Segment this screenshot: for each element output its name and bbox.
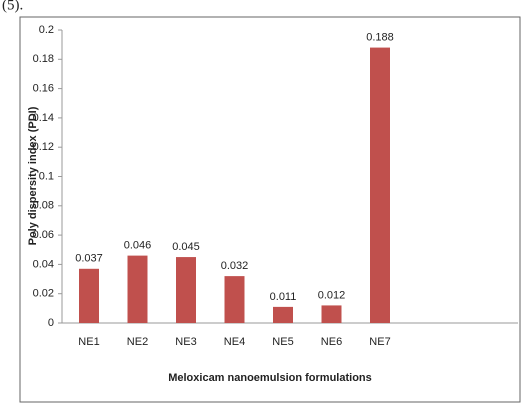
data-label: 0.012: [318, 289, 346, 301]
y-tick-label: 0.16: [33, 83, 54, 95]
x-tick-label: NE4: [224, 336, 245, 348]
bar: [321, 305, 342, 323]
y-tick-label: 0.06: [33, 229, 54, 241]
y-axis-label: Poly dispersity index (PDI): [27, 106, 39, 245]
data-label: 0.045: [172, 241, 200, 253]
bar: [370, 47, 390, 323]
annotation: (5).: [2, 0, 23, 13]
data-label: 0.037: [75, 253, 103, 265]
x-tick-label: NE7: [369, 336, 390, 348]
x-tick-label: NE1: [78, 336, 99, 348]
bar: [127, 255, 148, 323]
y-tick-label: 0.04: [33, 258, 54, 270]
data-label: 0.032: [221, 260, 249, 272]
data-label: 0.011: [270, 291, 297, 303]
x-tick-label: NE6: [321, 336, 342, 348]
x-tick-label: NE5: [272, 336, 293, 348]
x-tick-label: NE3: [175, 336, 196, 348]
y-tick-label: 0: [48, 317, 54, 329]
y-tick-label: 0.14: [33, 112, 54, 124]
bar: [224, 276, 245, 323]
x-tick-label: NE2: [127, 336, 148, 348]
chart-frame: [19, 16, 521, 403]
data-label: 0.188: [366, 31, 394, 43]
y-tick-label: 0.12: [33, 141, 54, 153]
bar: [273, 306, 293, 323]
data-label: 0.046: [124, 240, 152, 252]
y-tick-label: 0.1: [39, 170, 54, 182]
y-tick-label: 0.2: [39, 24, 54, 36]
bar: [79, 268, 99, 323]
x-axis-label: Meloxicam nanoemulsion formulations: [168, 372, 372, 384]
y-tick-label: 0.08: [33, 200, 54, 212]
y-tick-label: 0.02: [33, 288, 54, 300]
bar: [176, 257, 196, 323]
y-tick-label: 0.18: [33, 53, 54, 65]
